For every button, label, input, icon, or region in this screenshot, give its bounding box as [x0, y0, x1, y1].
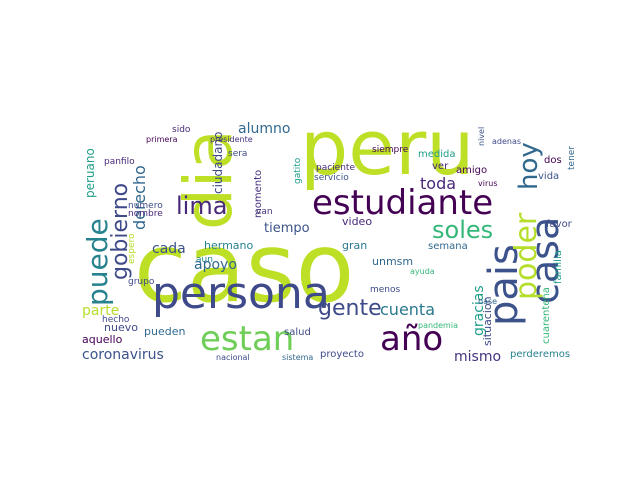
word-nacional: nacional: [216, 353, 250, 362]
word-hecho: hecho: [102, 315, 130, 325]
word-nuevo: nuevo: [104, 321, 138, 334]
word-hermano: hermano: [204, 239, 254, 252]
word-peruano: peruano: [83, 148, 97, 198]
word-poder: poder: [509, 212, 544, 300]
word-grupo: grupo: [128, 277, 155, 287]
word-estudiante: estudiante: [312, 183, 494, 223]
word-servicio: servicio: [314, 173, 349, 183]
word-nivel: nivel: [477, 126, 486, 146]
word-ver: ver: [432, 161, 449, 172]
word-peru: peru: [300, 110, 475, 192]
word-presidente: presidente: [210, 135, 253, 144]
word-dos: dos: [544, 155, 562, 166]
word-lima: lima: [176, 192, 228, 220]
word-apoyo: apoyo: [194, 257, 237, 273]
word-familia: familia: [553, 250, 564, 284]
word-alumno: alumno: [238, 121, 291, 137]
word-proyecto: proyecto: [320, 349, 364, 360]
word-estan: estan: [200, 319, 295, 359]
word-siempre: siempre: [372, 145, 409, 155]
word-cada: cada: [152, 241, 186, 257]
word-pueden: pueden: [144, 325, 186, 338]
word-toda: toda: [420, 174, 457, 193]
word-paciente: paciente: [316, 163, 355, 173]
word-medida: medida: [418, 149, 456, 160]
word-caso: caso: [134, 212, 355, 324]
word-menos: menos: [370, 285, 401, 295]
word-video: video: [342, 215, 373, 228]
word-aquello: aquello: [82, 333, 123, 346]
word-tener: tener: [567, 145, 577, 170]
word-nombre: nombre: [128, 209, 163, 219]
word-parte: parte: [82, 303, 120, 319]
word-persona: persona: [152, 268, 330, 319]
word-sido: sido: [172, 125, 191, 135]
word-ano: año: [380, 319, 444, 359]
word-cloud: caso peru dia persona estudiante estan a…: [80, 110, 600, 372]
word-derecho: derecho: [130, 165, 149, 230]
word-soles: soles: [432, 216, 494, 244]
word-ayuda: ayuda: [410, 267, 435, 276]
word-semana: semana: [428, 241, 468, 252]
word-tiempo: tiempo: [264, 221, 310, 236]
word-cuenta: cuenta: [380, 300, 435, 319]
word-gran: gran: [342, 239, 368, 252]
word-gente: gente: [318, 296, 382, 321]
word-espero: espero: [127, 233, 137, 265]
word-unmsm: unmsm: [372, 255, 414, 268]
word-mismo: mismo: [454, 349, 502, 365]
word-perderemos: perderemos: [510, 349, 571, 360]
word-amigo: amigo: [456, 165, 488, 176]
word-favor: favor: [546, 219, 572, 230]
word-aun: aun: [196, 255, 213, 265]
word-base: base: [478, 297, 498, 306]
word-sistema: sistema: [282, 353, 314, 362]
word-cuarentena: cuarentena: [541, 287, 552, 344]
word-sera: sera: [228, 149, 248, 159]
word-numero: numero: [128, 201, 163, 211]
word-gobierno: gobierno: [108, 182, 133, 280]
word-gatito: gatito: [293, 157, 303, 184]
word-vida: vida: [538, 171, 560, 182]
word-primera: primera: [146, 135, 178, 144]
word-salud: salud: [284, 327, 311, 338]
word-virus: virus: [478, 179, 498, 188]
word-van: van: [256, 207, 273, 217]
word-hoy: hoy: [514, 142, 544, 190]
word-adenas: adenas: [492, 137, 522, 146]
word-panfilo: panfilo: [104, 157, 135, 167]
word-pandemia: pandemia: [418, 321, 458, 330]
word-coronavirus: coronavirus: [82, 347, 164, 363]
